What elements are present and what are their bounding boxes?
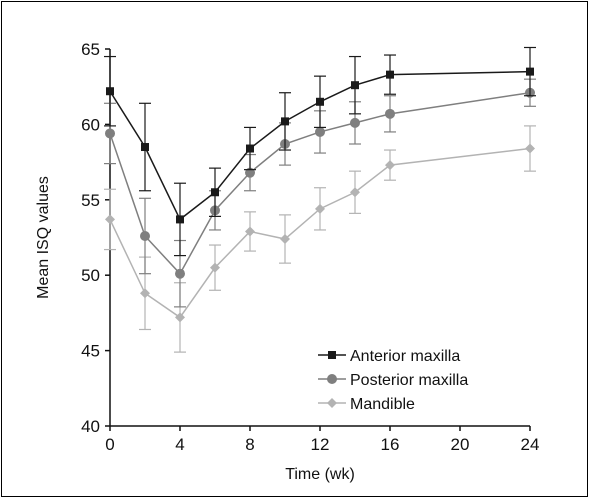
x-tick-label: 24 — [521, 435, 540, 454]
y-tick-label: 40 — [81, 417, 100, 436]
series-line — [109, 147, 531, 319]
y-axis-title: Mean ISQ values — [35, 176, 52, 299]
legend-item: Anterior maxilla — [318, 348, 460, 365]
y-tick-label: 50 — [81, 266, 100, 285]
data-point — [175, 268, 185, 279]
series-mandible — [104, 125, 536, 353]
series-line — [109, 91, 531, 275]
data-point — [526, 67, 534, 76]
data-point — [245, 226, 255, 237]
y-tick-label: 60 — [81, 115, 100, 134]
data-point — [106, 87, 114, 96]
x-tick-label: 0 — [105, 435, 114, 454]
x-tick-label: 4 — [175, 435, 184, 454]
data-point — [211, 188, 219, 197]
x-tick-label: 8 — [245, 435, 254, 454]
data-point — [385, 160, 395, 171]
plot-area: 40 45 50 55 60 65 0 4 8 12 16 20 24 — [81, 40, 539, 454]
y-tick-label: 45 — [81, 342, 100, 361]
series-anterior-maxilla — [104, 46, 536, 257]
legend-marker — [327, 398, 337, 408]
data-point — [350, 117, 360, 128]
data-point — [105, 214, 115, 225]
legend-marker — [327, 374, 337, 384]
data-point — [140, 230, 150, 241]
data-point — [105, 128, 115, 139]
data-point — [141, 143, 149, 152]
data-point — [246, 144, 254, 153]
legend-label: Posterior maxilla — [350, 372, 468, 389]
data-point — [386, 70, 394, 79]
data-point — [350, 187, 360, 198]
data-point — [316, 97, 324, 106]
x-tick-label: 12 — [311, 435, 330, 454]
legend: Anterior maxilla Posterior maxilla Mandibl… — [318, 348, 468, 413]
data-point — [385, 108, 395, 119]
data-point — [210, 262, 220, 273]
legend-item: Mandible — [318, 396, 415, 413]
data-point — [315, 126, 325, 137]
data-point — [175, 312, 185, 323]
data-point — [315, 203, 325, 214]
x-tick-label: 16 — [381, 435, 400, 454]
legend-marker — [328, 351, 336, 359]
data-point — [140, 288, 150, 299]
y-tick-label: 65 — [81, 40, 100, 59]
x-tick-label: 20 — [451, 435, 470, 454]
data-point — [351, 81, 359, 90]
legend-item: Posterior maxilla — [318, 372, 468, 389]
data-point — [176, 215, 184, 224]
x-axis-title: Time (wk) — [285, 466, 355, 483]
data-point — [525, 143, 535, 154]
data-point — [280, 234, 290, 245]
series-line — [109, 70, 531, 221]
y-tick-label: 55 — [81, 191, 100, 210]
data-point — [281, 117, 289, 126]
legend-label: Mandible — [350, 396, 415, 413]
legend-label: Anterior maxilla — [350, 348, 460, 365]
